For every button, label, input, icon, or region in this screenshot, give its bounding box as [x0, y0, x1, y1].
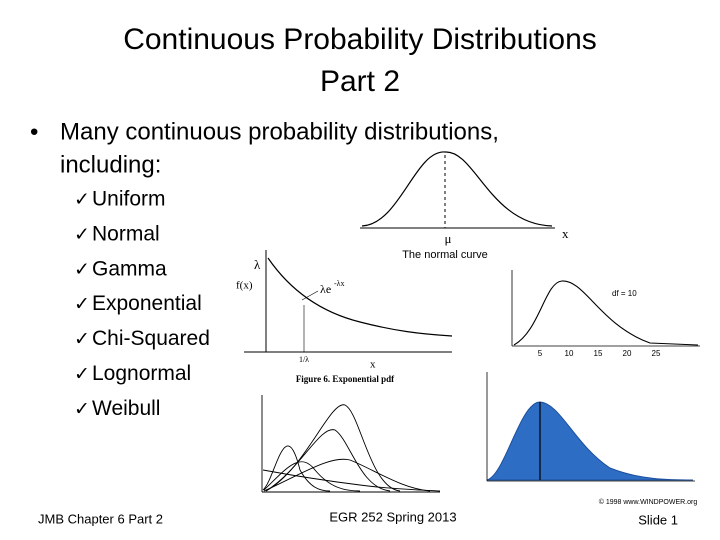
- credit: © 1998 www.WINDPOWER.org: [599, 498, 698, 506]
- tick-labels: 5 10 15 20 25: [538, 349, 661, 358]
- weibull-area: [486, 401, 694, 481]
- y-label: f(x): [236, 280, 253, 292]
- tick-label: 25: [652, 349, 661, 358]
- footer-left: JMB Chapter 6 Part 2: [38, 511, 163, 526]
- weibull-figure: © 1998 www.WINDPOWER.org: [486, 372, 698, 506]
- check-mark: ✓: [74, 189, 90, 211]
- formula: λe: [320, 282, 331, 296]
- tick-label: 20: [623, 349, 632, 358]
- chisquare-figure: df = 10 5 10 15 20 25: [511, 270, 700, 358]
- tick-label: 1/λ: [299, 355, 309, 364]
- check-mark: ✓: [74, 293, 90, 315]
- item-text: Uniform: [92, 188, 166, 211]
- pointer: [301, 290, 319, 301]
- gamma-curve: [262, 445, 331, 492]
- tick-label: 5: [538, 349, 543, 358]
- check-mark: ✓: [74, 398, 90, 420]
- item-text: Chi-Squared: [92, 327, 210, 350]
- tick-label: 15: [594, 349, 603, 358]
- gamma-figure: [261, 395, 441, 493]
- exp-curve: [267, 257, 453, 337]
- gamma-curve: [262, 469, 441, 492]
- check-mark: ✓: [74, 363, 90, 385]
- item-text: Lognormal: [92, 362, 191, 385]
- checklist: ✓ Uniform✓ Normal✓ Gamma✓ Exponential✓ Chi-Sq…: [74, 188, 210, 420]
- normal-figure: μ x The normal curve: [360, 151, 569, 261]
- check-mark: ✓: [74, 258, 90, 280]
- item-text: Normal: [92, 222, 160, 245]
- footer-center: EGR 252 Spring 2013: [329, 509, 456, 524]
- check-mark: ✓: [74, 223, 90, 245]
- gamma-curve: [263, 461, 361, 492]
- check-mark: ✓: [74, 328, 90, 350]
- axis-label: x: [562, 226, 569, 241]
- tick-label: 10: [565, 349, 574, 358]
- bullet-text: including:: [60, 151, 161, 178]
- axis-label: x: [370, 359, 376, 371]
- item-text: Exponential: [92, 292, 202, 315]
- mean-label: μ: [445, 231, 452, 246]
- gamma-curve: [265, 404, 401, 492]
- title-line: Part 2: [320, 65, 400, 98]
- item-text: Gamma: [92, 257, 167, 280]
- item-text: Weibull: [92, 397, 160, 420]
- bullet-text: Many continuous probability distribution…: [60, 118, 499, 145]
- chi-curve: [513, 280, 699, 346]
- rate-label: λ: [254, 257, 261, 272]
- title-line: Continuous Probability Distributions: [123, 23, 597, 56]
- bullet-dot: •: [30, 118, 38, 145]
- exponential-figure: λ f(x) λe -λx 1/λ x Figure 6. Exponentia…: [236, 250, 453, 384]
- df-label: df = 10: [612, 289, 637, 298]
- formula-exp: -λx: [334, 279, 345, 288]
- caption: The normal curve: [402, 249, 488, 261]
- caption: Figure 6. Exponential pdf: [296, 374, 395, 384]
- footer-right: Slide 1: [638, 512, 678, 527]
- gamma-curve: [263, 458, 431, 492]
- normal-curve: [361, 151, 553, 227]
